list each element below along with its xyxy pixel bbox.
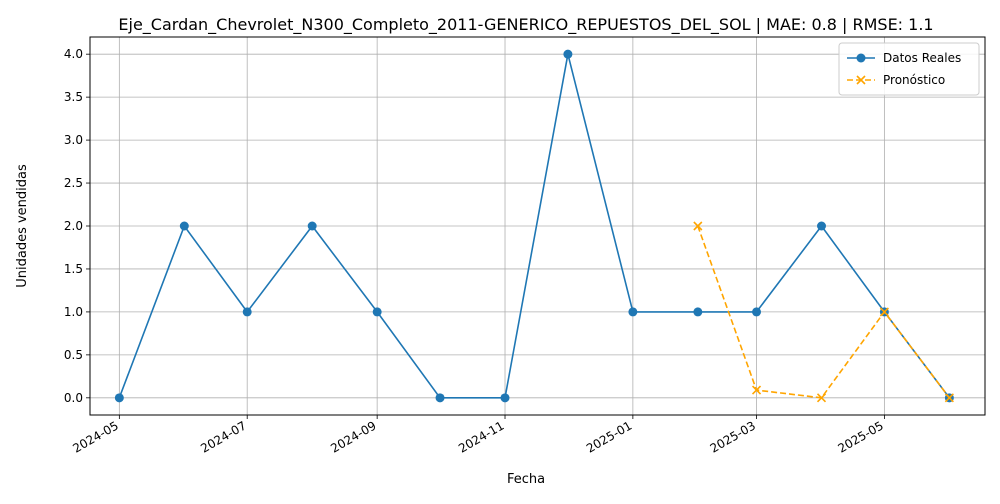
data-point (500, 393, 510, 403)
x-tick-label: 2025-01 (584, 418, 634, 455)
series-forecast (693, 221, 954, 403)
data-point (944, 393, 954, 403)
data-point (693, 221, 703, 231)
y-tick-label: 1.5 (64, 262, 83, 276)
y-tick-label: 1.0 (64, 305, 83, 319)
y-tick-label: 0.5 (64, 348, 83, 362)
series (114, 49, 954, 403)
data-point (817, 221, 827, 231)
data-point (563, 49, 573, 59)
legend-entry-label: Pronóstico (883, 73, 945, 87)
y-tick-label: 2.5 (64, 176, 83, 190)
x-tick-label: 2024-07 (198, 418, 248, 455)
x-tick-label: 2024-05 (70, 418, 120, 455)
axis-ticks: 0.0 0.5 1.0 1.5 2.0 2.5 3.0 3.5 4.0 2024-05 2024-0… (64, 47, 886, 455)
data-point (879, 307, 889, 317)
grid (90, 37, 985, 415)
legend-entry-label: Datos Reales (883, 51, 961, 65)
legend-box (838, 42, 980, 96)
data-point (435, 393, 445, 403)
data-point (242, 307, 252, 317)
y-tick-label: 4.0 (64, 47, 83, 61)
data-point (752, 307, 762, 317)
data-point (693, 307, 703, 317)
data-point-x-stroke (751, 385, 762, 395)
legend: Datos Reales Pronóstico (838, 42, 980, 96)
x-tick-label: 2025-05 (835, 418, 885, 455)
data-point-x-stroke (879, 307, 889, 317)
series-line (118, 54, 951, 399)
y-tick-label: 3.0 (64, 133, 83, 147)
y-tick-label: 2.0 (64, 219, 83, 233)
data-point (856, 75, 866, 85)
data-point (816, 393, 827, 403)
x-tick-label: 2025-03 (708, 418, 758, 455)
data-point (307, 221, 317, 231)
data-point-x-stroke (944, 393, 954, 403)
x-tick-label: 2024-11 (456, 418, 506, 455)
y-tick-label: 0.0 (64, 391, 83, 405)
data-point (751, 385, 762, 395)
data-point-x-stroke (856, 75, 866, 85)
data-point-x-stroke (693, 221, 703, 231)
y-tick-label: 3.5 (64, 90, 83, 104)
data-point (628, 307, 638, 317)
y-axis-label: Unidades vendidas (15, 164, 30, 288)
data-point (372, 307, 382, 317)
data-point (114, 393, 124, 403)
data-point (856, 53, 866, 63)
data-point (179, 221, 189, 231)
x-tick-label: 2024-09 (328, 418, 378, 455)
data-point-x-stroke (816, 393, 827, 403)
chart-title: Eje_Cardan_Chevrolet_N300_Completo_2011-… (118, 15, 933, 35)
x-axis-label: Fecha (507, 472, 545, 487)
